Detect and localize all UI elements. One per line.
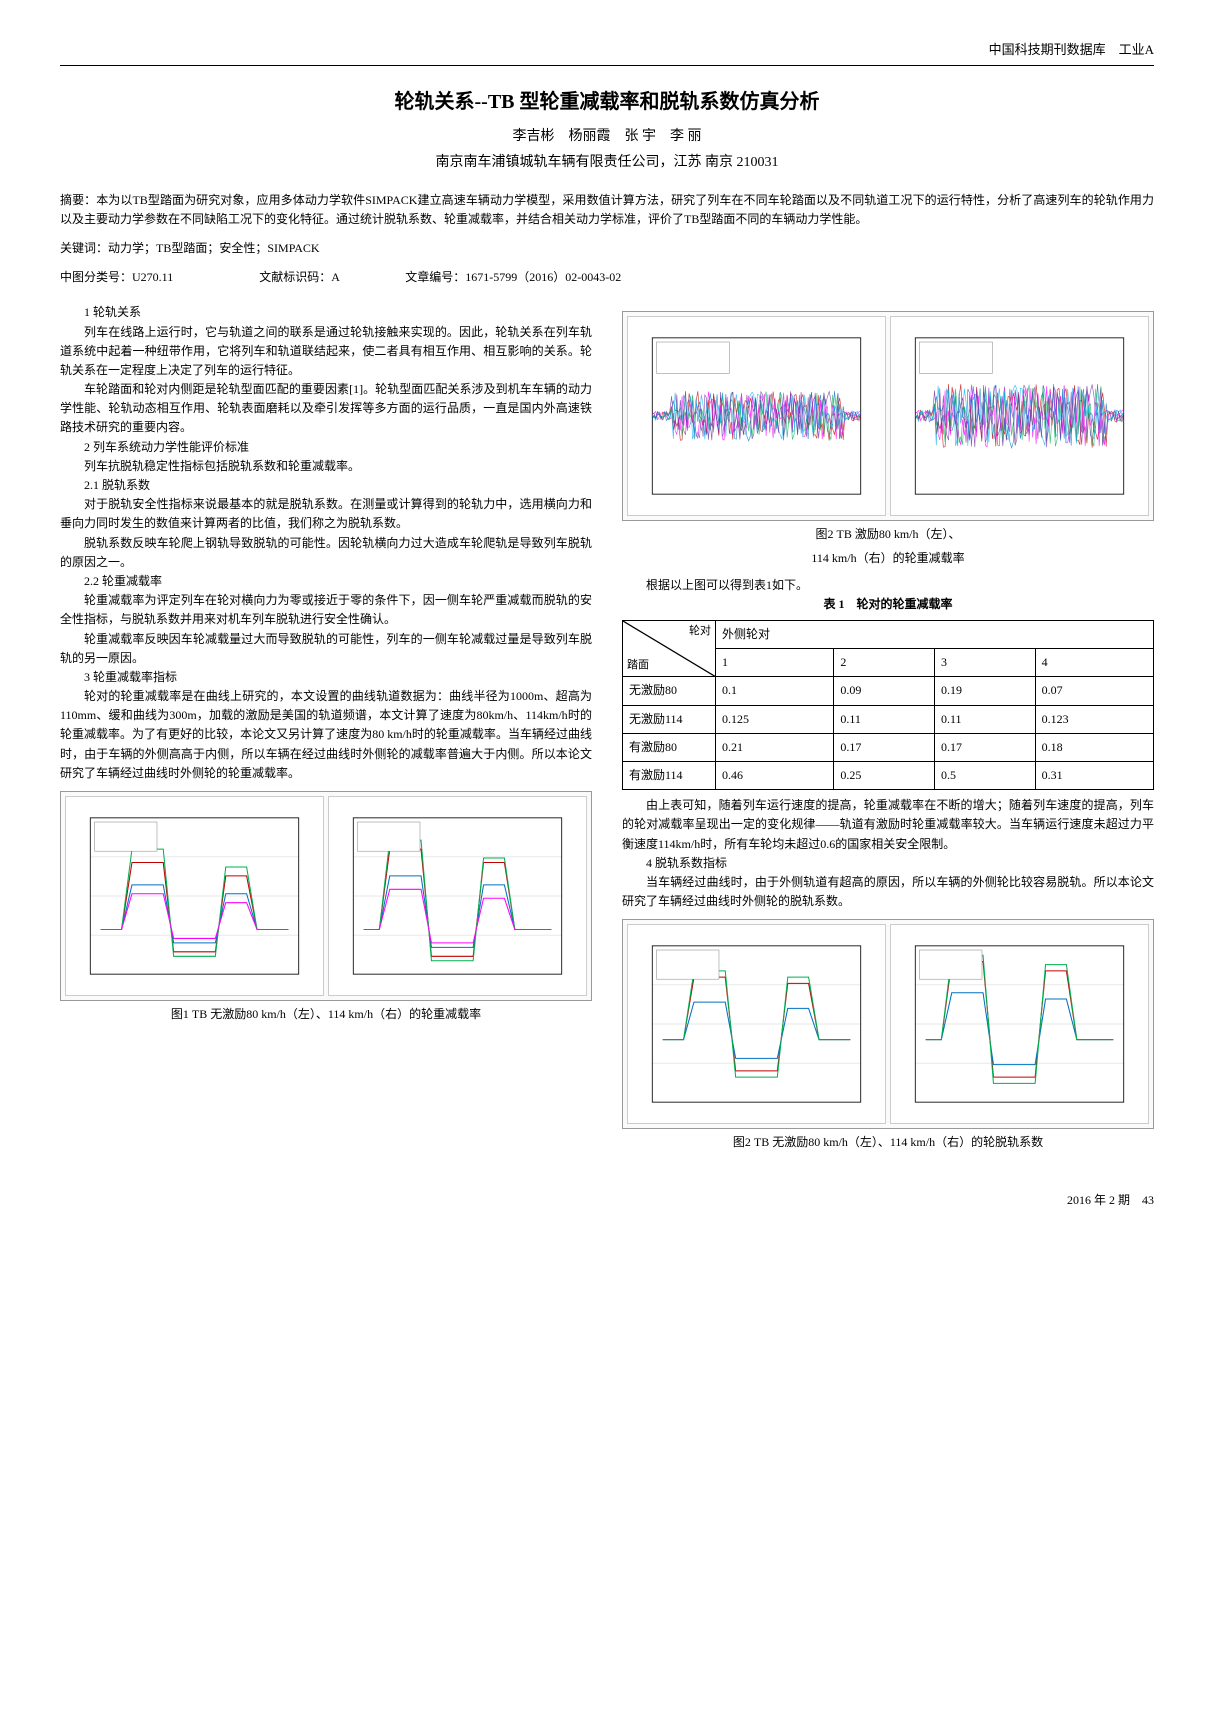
table-para: 由上表可知，随着列车运行速度的提高，轮重减载率在不断的增大；随着列车速度的提高，… — [622, 796, 1154, 854]
col-4: 4 — [1035, 649, 1153, 677]
clc-label: 中图分类号： — [60, 270, 132, 284]
s21-p2: 脱轨系数反映车轮爬上钢轨导致脱轨的可能性。因轮轨横向力过大造成车轮爬轨是导致列车… — [60, 534, 592, 572]
meta-line: 中图分类号：U270.11 文献标识码：A 文章编号：1671-5799（201… — [60, 268, 1154, 287]
s22-title: 2.2 轮重减载率 — [60, 572, 592, 591]
article-no-label: 文章编号： — [405, 270, 465, 284]
figure-2b-right — [890, 924, 1149, 1124]
journal-header: 中国科技期刊数据库 工业A — [60, 40, 1154, 66]
authors: 李吉彬 杨丽霞 张 宇 李 丽 — [60, 126, 1154, 148]
figure-2b-caption: 图2 TB 无激励80 km/h（左）、114 km/h（右）的轮脱轨系数 — [622, 1133, 1154, 1152]
diag-left-label: 轮对 — [689, 623, 711, 641]
left-column: 1 轮轨关系 列车在线路上运行时，它与轨道之间的联系是通过轮轨接触来实现的。因此… — [60, 303, 592, 1160]
s4-p1: 当车辆经过曲线时，由于外侧轨道有超高的原因，所以车辆的外侧轮比较容易脱轨。所以本… — [622, 873, 1154, 911]
table-row: 有激励80 0.21 0.17 0.17 0.18 — [623, 733, 1154, 761]
clc: U270.11 — [132, 270, 173, 284]
table-row: 无激励80 0.1 0.09 0.19 0.07 — [623, 677, 1154, 705]
right-column: 图2 TB 激励80 km/h（左）、 114 km/h（右）的轮重减载率 根据… — [622, 303, 1154, 1160]
s1-p1: 列车在线路上运行时，它与轨道之间的联系是通过轮轨接触来实现的。因此，轮轨关系在列… — [60, 323, 592, 381]
s1-p2: 车轮踏面和轮对内侧距是轮轨型面匹配的重要因素[1]。轮轨型面匹配关系涉及到机车车… — [60, 380, 592, 438]
figure-2a: 图2 TB 激励80 km/h（左）、 114 km/h（右）的轮重减载率 — [622, 311, 1154, 567]
s1-title: 1 轮轨关系 — [60, 303, 592, 322]
doc-code-label: 文献标识码： — [259, 270, 331, 284]
abstract-text: 本为以TB型踏面为研究对象，应用多体动力学软件SIMPACK建立高速车辆动力学模… — [60, 193, 1154, 226]
col-1: 1 — [716, 649, 834, 677]
keywords-text: 动力学；TB型踏面；安全性；SIMPACK — [108, 241, 320, 255]
s2-title: 2 列车系统动力学性能评价标准 — [60, 438, 592, 457]
affiliation: 南京南车浦镇城轨车辆有限责任公司，江苏 南京 210031 — [60, 152, 1154, 174]
s21-p1: 对于脱轨安全性指标来说最基本的就是脱轨系数。在测量或计算得到的轮轨力中，选用横向… — [60, 495, 592, 533]
s4-title: 4 脱轨系数指标 — [622, 854, 1154, 873]
abstract: 摘要：本为以TB型踏面为研究对象，应用多体动力学软件SIMPACK建立高速车辆动… — [60, 191, 1154, 229]
article-title: 轮轨关系--TB 型轮重减载率和脱轨系数仿真分析 — [60, 86, 1154, 118]
table-1-caption: 表 1 轮对的轮重减载率 — [622, 595, 1154, 614]
table-intro: 根据以上图可以得到表1如下。 — [622, 576, 1154, 595]
doc-code: A — [331, 270, 339, 284]
figure-2a-caption-1: 图2 TB 激励80 km/h（左）、 — [622, 525, 1154, 544]
col-2: 2 — [834, 649, 935, 677]
table-row: 无激励114 0.125 0.11 0.11 0.123 — [623, 705, 1154, 733]
s2-p1: 列车抗脱轨稳定性指标包括脱轨系数和轮重减载率。 — [60, 457, 592, 476]
table-top-header: 外侧轮对 — [716, 621, 1154, 649]
page-footer: 2016 年 2 期 43 — [60, 1191, 1154, 1210]
figure-2b: 图2 TB 无激励80 km/h（左）、114 km/h（右）的轮脱轨系数 — [622, 919, 1154, 1152]
keywords: 关键词：动力学；TB型踏面；安全性；SIMPACK — [60, 239, 1154, 258]
figure-1-left — [65, 796, 324, 996]
figure-2a-caption-2: 114 km/h（右）的轮重减载率 — [622, 549, 1154, 568]
article-no: 1671-5799（2016）02-0043-02 — [465, 270, 621, 284]
journal-name: 中国科技期刊数据库 工业A — [989, 42, 1154, 57]
figure-1-caption: 图1 TB 无激励80 km/h（左）、114 km/h（右）的轮重减载率 — [60, 1005, 592, 1024]
s3-p1: 轮对的轮重减载率是在曲线上研究的，本文设置的曲线轨道数据为：曲线半径为1000m… — [60, 687, 592, 783]
figure-2b-left — [627, 924, 886, 1124]
figure-2a-left — [627, 316, 886, 516]
s3-title: 3 轮重减载率指标 — [60, 668, 592, 687]
diag-bottom-label: 踏面 — [627, 657, 649, 675]
col-3: 3 — [934, 649, 1035, 677]
table-diag-cell: 轮对 踏面 — [623, 621, 716, 677]
table-1: 轮对 踏面 外侧轮对 1 2 3 4 无激励80 0.1 0.09 0.19 0… — [622, 620, 1154, 790]
s22-p2: 轮重减载率反映因车轮减载量过大而导致脱轨的可能性，列车的一侧车轮减载过量是导致列… — [60, 630, 592, 668]
figure-2a-right — [890, 316, 1149, 516]
figure-1: 图1 TB 无激励80 km/h（左）、114 km/h（右）的轮重减载率 — [60, 791, 592, 1024]
s22-p1: 轮重减载率为评定列车在轮对横向力为零或接近于零的条件下，因一侧车轮严重减载而脱轨… — [60, 591, 592, 629]
figure-1-right — [328, 796, 587, 996]
table-row: 有激励114 0.46 0.25 0.5 0.31 — [623, 762, 1154, 790]
abstract-label: 摘要： — [60, 193, 96, 207]
keywords-label: 关键词： — [60, 241, 108, 255]
s21-title: 2.1 脱轨系数 — [60, 476, 592, 495]
